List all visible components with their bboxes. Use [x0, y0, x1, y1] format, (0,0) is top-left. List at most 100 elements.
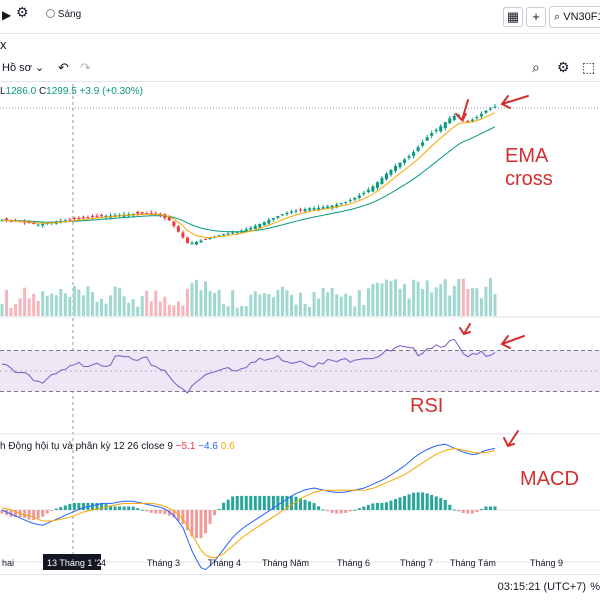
volume-bar	[488, 278, 492, 316]
volume-bar	[308, 307, 312, 316]
volume-bar	[366, 288, 370, 316]
volume-bar	[100, 298, 104, 316]
undo-icon[interactable]: ↶	[58, 60, 69, 75]
settings-icon[interactable]: ⚙	[557, 59, 570, 75]
candle-body	[335, 204, 339, 208]
volume-bar	[312, 291, 316, 316]
volume-bar	[439, 284, 443, 316]
macd-histogram-bar	[158, 510, 162, 514]
volume-bar	[32, 293, 36, 316]
volume-bar	[303, 303, 307, 316]
candle-body	[303, 209, 307, 212]
macd-histogram-bar	[344, 510, 348, 513]
candle-body	[167, 216, 171, 221]
candle-body	[231, 232, 235, 234]
candle-body	[9, 220, 13, 222]
volume-bar	[461, 278, 465, 316]
macd-histogram-bar	[439, 498, 443, 510]
candle-body	[294, 210, 298, 212]
candle-body	[321, 207, 325, 209]
candle-body	[475, 117, 479, 119]
macd-histogram-bar	[366, 505, 370, 510]
low-value: 1286.0	[5, 86, 37, 97]
profile-menu[interactable]: Hồ sơ ⌄	[2, 61, 44, 74]
volume-bar	[131, 299, 135, 316]
screenshot-icon[interactable]: ⬚	[582, 59, 596, 75]
time-axis-label: Tháng 7	[400, 558, 433, 568]
add-button[interactable]: +	[526, 7, 546, 27]
candle-body	[416, 147, 420, 152]
candle-body	[267, 219, 271, 224]
symbol-search[interactable]: ⌕ VN30F1	[549, 6, 600, 28]
macd-line-value: −4.6	[198, 441, 218, 452]
candle-body	[253, 226, 257, 229]
volume-bar	[217, 289, 221, 316]
volume-bar	[389, 281, 393, 316]
time-axis-label: 4	[101, 558, 106, 568]
macd-histogram-bar	[299, 498, 303, 510]
rsi-arrow	[500, 335, 525, 349]
volume-bar	[412, 279, 416, 316]
volume-bar	[204, 281, 208, 316]
percent-toggle[interactable]: %	[590, 581, 600, 593]
status-bar: 03:15:21 (UTC+7) %	[0, 574, 600, 600]
macd-histogram-bar	[267, 495, 271, 510]
macd-histogram-bar	[240, 495, 244, 510]
macd-histogram-bar	[475, 510, 479, 513]
macd-histogram-bar	[434, 496, 438, 510]
macd-histogram-bar	[276, 495, 280, 510]
volume-bar	[154, 290, 158, 316]
macd-histogram-bar	[54, 508, 58, 510]
annotation-arrows	[455, 95, 529, 448]
macd-histogram-bar	[466, 510, 470, 514]
volume-bar	[9, 307, 13, 316]
macd-histogram-bar	[45, 510, 49, 514]
volume-bar	[181, 305, 185, 316]
price-arrow	[500, 95, 529, 109]
volume-bar	[90, 292, 94, 316]
close-icon[interactable]: x	[0, 37, 7, 52]
candle-body	[425, 137, 429, 141]
macd-histogram-bar	[72, 502, 76, 510]
volume-bar	[335, 294, 339, 316]
candle-body	[235, 231, 239, 233]
macd-histogram-bar	[41, 510, 45, 517]
zoom-search-icon[interactable]: ⌕	[532, 59, 540, 75]
volume-bar	[384, 279, 388, 316]
chevron-right-icon[interactable]: ▶	[2, 8, 12, 22]
volume-bar	[199, 290, 203, 316]
macd-histogram-bar	[339, 510, 343, 514]
time-axis-label: Tháng 4	[208, 558, 241, 568]
layout-grid-icon[interactable]: ▦	[503, 7, 523, 27]
redo-icon[interactable]: ↷	[80, 60, 91, 75]
volume-bar	[5, 289, 9, 316]
volume-bar	[244, 306, 248, 316]
gear-icon[interactable]: ⚙	[16, 4, 29, 20]
theme-toggle[interactable]: Sáng	[46, 9, 81, 20]
macd-histogram-bar	[407, 494, 411, 510]
ema-cross-annotation: EMA cross	[505, 145, 553, 190]
volume-bar	[362, 304, 366, 316]
volume-bar	[14, 303, 18, 316]
volume-bar	[149, 301, 153, 316]
macd-histogram-bar	[384, 502, 388, 510]
volume-bar	[240, 306, 244, 316]
volume-bar	[357, 290, 361, 316]
ema-slow-line	[1, 126, 496, 233]
candle-body	[493, 106, 497, 108]
volume-bar	[18, 298, 22, 316]
time-axis-label: Tháng Tám	[450, 558, 496, 568]
volume-bar	[470, 288, 474, 316]
macd-histogram-bar	[412, 492, 416, 510]
time-axis-label: Tháng 3	[147, 558, 180, 568]
candle-body	[384, 173, 388, 180]
candle-body	[348, 200, 352, 202]
crosshair-date-box	[43, 554, 101, 570]
price-chart[interactable]: hai 13 Tháng 1 '254 Tháng 3 Tháng 4 Tháng Nă…	[0, 34, 600, 574]
volume-bar	[484, 286, 488, 316]
macd-histogram-bar	[357, 508, 361, 510]
candle-body	[149, 212, 153, 215]
macd-histogram-bar	[32, 510, 36, 521]
volume-bar	[353, 306, 357, 316]
macd-histogram-bar	[280, 495, 284, 510]
